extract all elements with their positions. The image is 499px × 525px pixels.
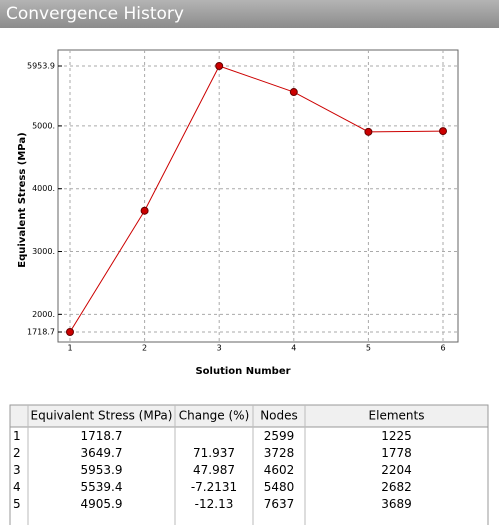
table-cell: -12.13: [195, 497, 234, 511]
row-number: 3: [13, 463, 21, 477]
row-number: 2: [13, 446, 21, 460]
x-tick-label: 4: [291, 344, 296, 353]
table-cell: 7637: [264, 497, 295, 511]
data-point: [215, 62, 224, 70]
table-cell: 1778: [381, 446, 412, 460]
table-cell: 71.937: [193, 446, 235, 460]
header-bar: [0, 0, 499, 28]
results-table: Equivalent Stress (MPa) Change (%) Nodes El…: [9, 404, 489, 525]
y-tick-label: 4000.: [32, 184, 55, 193]
table-cell: 3649.7: [81, 446, 123, 460]
series-line: [69, 65, 444, 333]
x-tick-label: 3: [217, 344, 222, 353]
table-cell: 47.987: [193, 463, 235, 477]
y-tick-label: 5953.9: [27, 62, 55, 71]
x-axis-label: Solution Number: [195, 366, 290, 377]
column-header: Nodes: [260, 409, 298, 423]
x-tick-label: 2: [142, 344, 147, 353]
table-cell: 2682: [381, 480, 412, 494]
table-cell: 3689: [381, 497, 412, 511]
column-header: Equivalent Stress (MPa): [31, 409, 173, 423]
x-tick-label: 1: [67, 344, 72, 353]
y-tick-label: 5000.: [32, 121, 55, 130]
row-number: 4: [13, 480, 21, 494]
table-cell: 3728: [264, 446, 295, 460]
table-cell: 2204: [381, 463, 412, 477]
table-cell: 5953.9: [81, 463, 123, 477]
column-header: Change (%): [179, 409, 250, 423]
table-cell: 5480: [264, 480, 295, 494]
table-body: [9, 426, 489, 525]
table-cell: 2599: [264, 429, 295, 443]
row-number: 1: [13, 429, 21, 443]
header-title: Convergence History: [6, 4, 184, 24]
table-cell: 1718.7: [81, 429, 123, 443]
data-point: [66, 328, 74, 336]
table-cell: 4602: [264, 463, 295, 477]
x-tick-label: 6: [440, 344, 445, 353]
y-tick-label: 2000.: [32, 310, 55, 319]
data-point: [364, 127, 373, 136]
y-axis-label: Equivalent Stress (MPa): [17, 132, 28, 267]
data-point: [140, 206, 149, 215]
x-tick-label: 5: [366, 344, 371, 353]
y-tick-label: 1718.7: [27, 328, 55, 337]
table-cell: 1225: [381, 429, 412, 443]
table-cell: 4905.9: [81, 497, 123, 511]
row-number: 5: [13, 497, 21, 511]
data-point: [289, 88, 298, 97]
table-cell: -7.2131: [191, 480, 237, 494]
column-header: Elements: [369, 409, 425, 423]
data-point: [439, 127, 447, 136]
table-cell: 5539.4: [81, 480, 123, 494]
plot-frame: [57, 49, 459, 343]
y-tick-label: 3000.: [32, 247, 55, 256]
